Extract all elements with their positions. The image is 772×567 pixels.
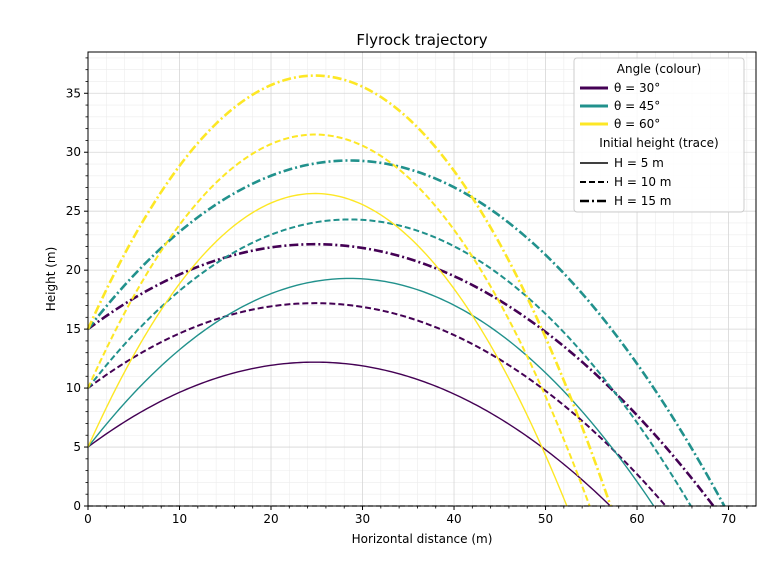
y-tick-label: 5 [73, 440, 81, 454]
legend: Angle (colour) θ = 30° θ = 45° θ = 60° I… [573, 57, 745, 213]
y-tick-label: 30 [66, 145, 81, 159]
y-tick-label: 15 [66, 322, 81, 336]
x-axis-ticks: 0 10 20 30 40 50 60 70 [84, 506, 748, 526]
x-tick-label: 30 [355, 512, 370, 526]
legend-label-45: θ = 45° [614, 99, 660, 113]
trajectory-45deg-h10 [87, 218, 692, 507]
x-tick-label: 70 [721, 512, 736, 526]
trajectory-30deg-h15 [87, 242, 715, 507]
y-tick-label: 25 [66, 204, 81, 218]
y-tick-label: 0 [73, 499, 81, 513]
trajectory-60deg-h5 [87, 192, 568, 507]
trajectory-30deg-h10 [87, 302, 667, 507]
trajectory-60deg-h10 [87, 133, 591, 507]
legend-height-title: Initial height (trace) [599, 136, 718, 150]
y-tick-label: 35 [66, 86, 81, 100]
x-axis-label: Horizontal distance (m) [352, 532, 493, 546]
chart-title: Flyrock trajectory [356, 31, 487, 49]
legend-label-30: θ = 30° [614, 81, 660, 95]
trajectory-60deg-h15 [86, 74, 612, 507]
y-axis-label: Height (m) [44, 247, 58, 312]
x-tick-label: 0 [84, 512, 92, 526]
trajectory-45deg-h15 [86, 159, 726, 507]
y-tick-label: 10 [66, 381, 81, 395]
series-group [86, 74, 726, 507]
x-tick-label: 60 [629, 512, 644, 526]
legend-label-h15: H = 15 m [614, 194, 671, 208]
y-axis-ticks: 0 5 10 15 20 25 30 35 [66, 57, 88, 513]
trajectory-45deg-h5 [87, 277, 655, 507]
legend-label-60: θ = 60° [614, 117, 660, 131]
legend-box [573, 57, 745, 213]
legend-label-h10: H = 10 m [614, 175, 671, 189]
trajectory-30deg-h5 [87, 361, 611, 507]
legend-label-h5: H = 5 m [614, 156, 664, 170]
plot-frame [87, 51, 757, 507]
legend-angle-title: Angle (colour) [617, 62, 701, 76]
x-tick-label: 10 [172, 512, 187, 526]
x-tick-label: 50 [538, 512, 553, 526]
y-tick-label: 20 [66, 263, 81, 277]
x-tick-label: 40 [446, 512, 461, 526]
x-tick-label: 20 [263, 512, 278, 526]
